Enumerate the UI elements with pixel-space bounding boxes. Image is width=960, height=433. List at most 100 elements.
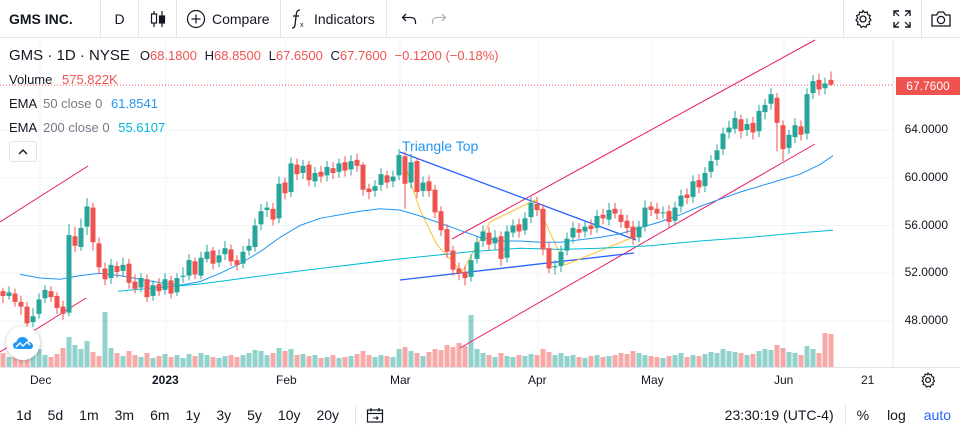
range-10y-button[interactable]: 10y xyxy=(277,407,301,423)
clock-time[interactable]: 23:30:19 (UTC-4) xyxy=(724,407,834,423)
volume-bar xyxy=(138,357,144,367)
volume-bar xyxy=(474,349,480,367)
candle-body xyxy=(282,182,288,194)
candle-body xyxy=(726,127,732,133)
candle-body xyxy=(138,278,144,288)
candle-body xyxy=(396,155,402,176)
volume-bar xyxy=(180,358,186,367)
volume-bar xyxy=(720,349,726,367)
interval-button[interactable]: D xyxy=(101,0,139,38)
candle-body xyxy=(330,168,336,173)
volume-bar xyxy=(690,355,696,367)
candle-body xyxy=(768,94,774,104)
candle-body xyxy=(672,207,678,221)
volume-bar xyxy=(450,347,456,367)
bottom-right-group: 23:30:19 (UTC-4) % log auto xyxy=(716,397,960,433)
chart-type-button[interactable] xyxy=(139,0,177,38)
bottom-toolbar: 1d 5d 1m 3m 6m 1y 3y 5y 10y 20y 23:30:19… xyxy=(0,397,960,433)
price-label: 56.0000 xyxy=(904,218,948,232)
candle-body xyxy=(786,134,792,148)
volume-bar xyxy=(792,353,798,367)
axis-settings-icon[interactable] xyxy=(920,372,936,388)
candle-body xyxy=(324,167,330,176)
volume-bar xyxy=(258,351,264,367)
candle-body xyxy=(486,232,492,245)
range-3y-button[interactable]: 3y xyxy=(216,407,232,423)
snapshot-button[interactable] xyxy=(921,0,960,38)
candle-body xyxy=(258,211,264,225)
fullscreen-button[interactable] xyxy=(882,0,921,38)
candle-body xyxy=(288,163,294,193)
candle-body xyxy=(552,266,558,268)
legend-title: GMS · 1D · NYSE xyxy=(9,47,130,64)
goto-date-icon[interactable] xyxy=(366,407,384,423)
settings-button[interactable] xyxy=(843,0,882,38)
volume-bar xyxy=(0,353,6,367)
symbol-search-button[interactable]: GMS INC. xyxy=(0,0,101,38)
gear-icon xyxy=(855,9,872,29)
candle-body xyxy=(522,218,528,231)
volume-bar xyxy=(264,355,270,367)
candle-body xyxy=(462,272,468,279)
candle-body xyxy=(678,195,684,207)
volume-bar xyxy=(414,353,420,367)
volume-bar xyxy=(132,355,138,367)
undo-icon[interactable] xyxy=(401,12,417,26)
candle-body xyxy=(390,176,396,182)
ema50-legend[interactable]: EMA 50 close 0 61.8541 xyxy=(9,96,158,111)
pattern-label[interactable]: Triangle Top xyxy=(402,138,479,154)
auto-toggle[interactable]: auto xyxy=(923,407,951,423)
volume-bar xyxy=(390,357,396,367)
svg-text:x: x xyxy=(300,22,304,29)
volume-bar xyxy=(522,356,528,367)
volume-bar xyxy=(558,353,564,367)
candle-body xyxy=(804,94,810,134)
range-1m-button[interactable]: 1m xyxy=(79,407,99,423)
percent-toggle[interactable]: % xyxy=(856,407,870,423)
time-label: Apr xyxy=(528,373,547,387)
candle-body xyxy=(546,248,552,269)
volume-bar xyxy=(684,357,690,367)
symbol-label: GMS INC. xyxy=(9,10,73,27)
ema50-value: 61.8541 xyxy=(110,96,158,111)
range-5d-button[interactable]: 5d xyxy=(47,407,64,423)
tradingview-logo[interactable] xyxy=(6,326,40,360)
ema200-legend[interactable]: EMA 200 close 0 55.6107 xyxy=(9,120,166,135)
range-20y-button[interactable]: 20y xyxy=(316,407,340,423)
volume-bar xyxy=(336,358,342,367)
candle-body xyxy=(432,189,438,213)
volume-bar xyxy=(270,353,276,367)
volume-bar xyxy=(648,356,654,367)
interval-label: D xyxy=(114,10,125,27)
range-1d-button[interactable]: 1d xyxy=(16,407,32,423)
legend-collapse-button[interactable] xyxy=(9,141,37,162)
volume-bar xyxy=(222,356,228,367)
series-legend: GMS · 1D · NYSE O68.1800 H68.8500 L67.65… xyxy=(9,48,499,64)
volume-bar xyxy=(144,353,150,367)
price-chart[interactable] xyxy=(0,39,960,368)
volume-bar xyxy=(456,343,462,367)
volume-bar xyxy=(54,354,60,367)
volume-bar xyxy=(642,355,648,367)
redo-icon[interactable] xyxy=(431,12,447,26)
range-6m-button[interactable]: 6m xyxy=(150,407,170,423)
range-3m-button[interactable]: 3m xyxy=(114,407,135,423)
log-toggle[interactable]: log xyxy=(887,407,906,423)
candle-body xyxy=(156,283,162,292)
undo-redo-group xyxy=(387,0,456,38)
range-5y-button[interactable]: 5y xyxy=(247,407,262,423)
indicators-button[interactable]: x Indicators xyxy=(281,0,387,38)
chart-pane[interactable] xyxy=(0,39,960,368)
change-value: −0.1200 (−0.18%) xyxy=(394,48,499,63)
volume-bar xyxy=(246,353,252,367)
range-1y-button[interactable]: 1y xyxy=(185,407,201,423)
candle-body xyxy=(444,229,450,252)
candle-body xyxy=(714,150,720,160)
volume-legend[interactable]: Volume 575.822K xyxy=(9,72,118,87)
candle-body xyxy=(456,268,462,274)
candle-body xyxy=(414,161,420,193)
volume-bar xyxy=(42,355,48,367)
compare-button[interactable]: Compare xyxy=(177,0,281,38)
candle-body xyxy=(534,204,540,210)
candle-body xyxy=(732,118,738,129)
